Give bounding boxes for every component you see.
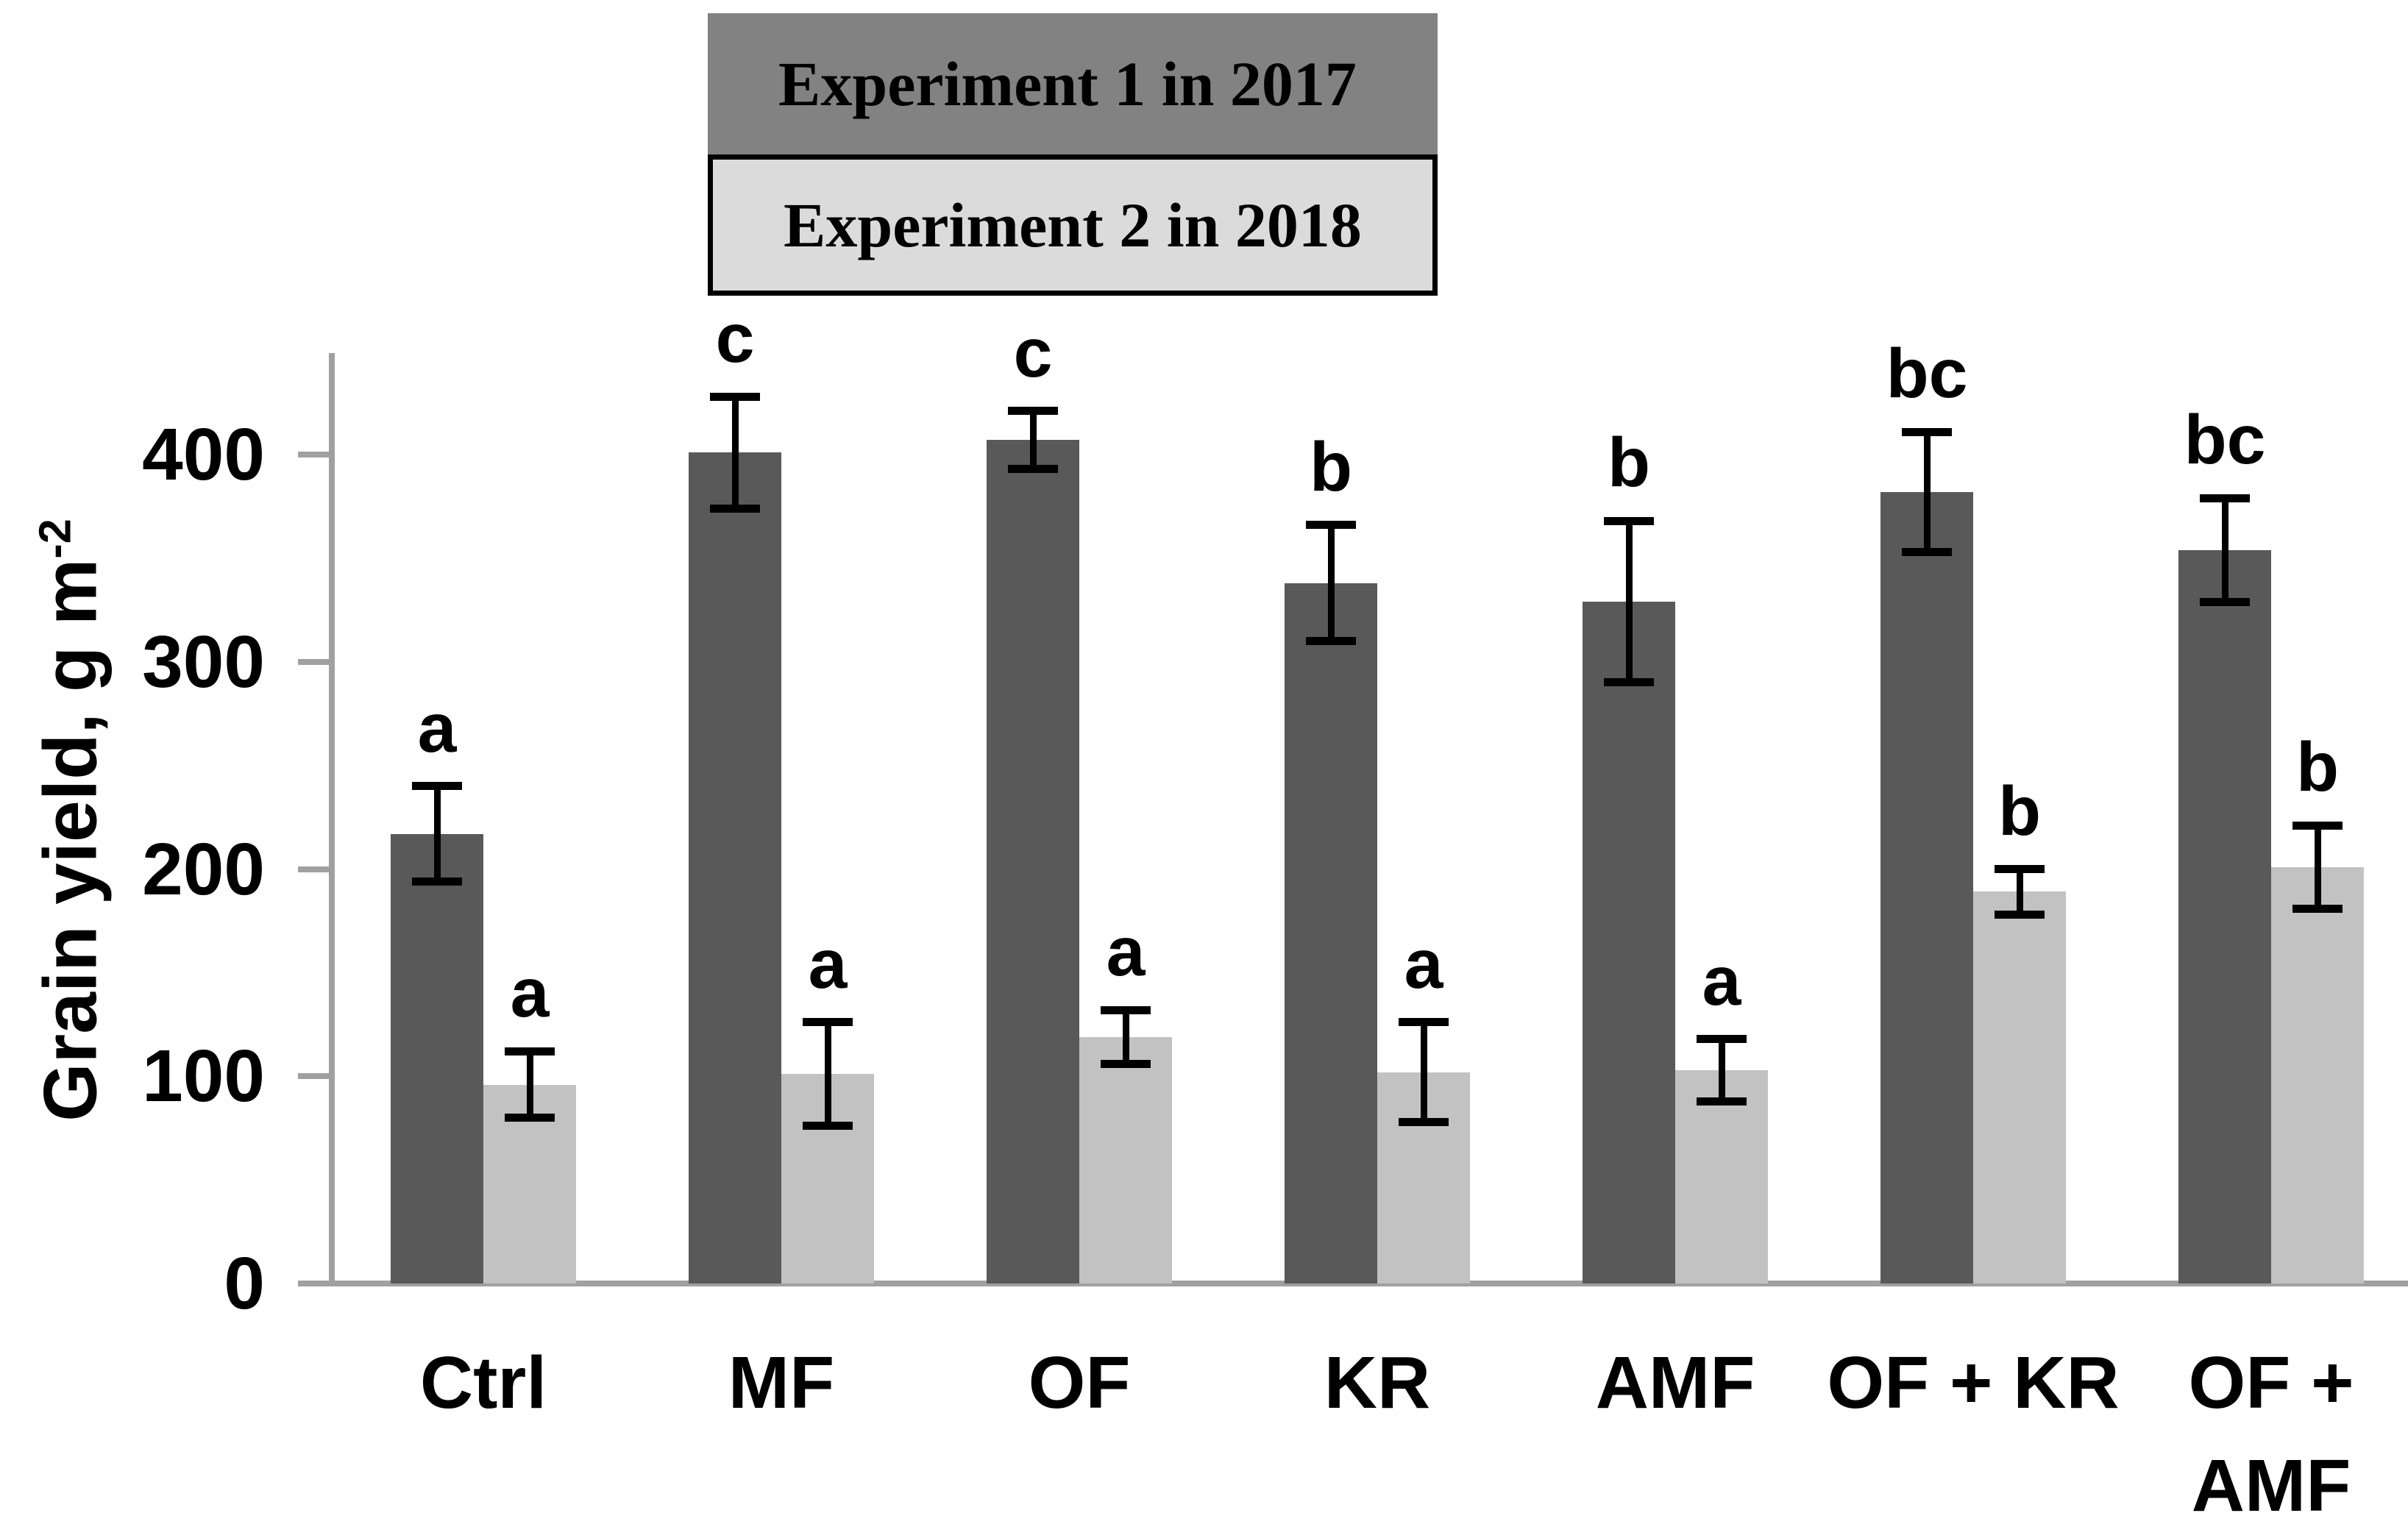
error-bar-exp1-cat0 <box>433 786 441 882</box>
x-axis-label-cat0: Ctrl <box>419 1342 547 1424</box>
bar-exp2-cat6 <box>2271 866 2364 1284</box>
error-bar-exp2-cat2 <box>1122 1010 1129 1064</box>
error-cap-bottom-exp2-cat5 <box>1995 910 2045 919</box>
sig-letter-exp1-cat3: b <box>1309 427 1353 506</box>
error-cap-bottom-exp1-cat4 <box>1604 678 1654 687</box>
sig-letter-exp2-cat3: a <box>1404 925 1443 1003</box>
error-bar-exp2-cat5 <box>2016 869 2023 915</box>
bar-exp1-cat5 <box>1880 491 1973 1284</box>
sig-letter-exp2-cat0: a <box>510 954 550 1033</box>
error-bar-exp1-cat1 <box>731 396 739 509</box>
error-cap-bottom-exp2-cat6 <box>2292 904 2343 913</box>
sig-letter-exp2-cat4: a <box>1702 941 1741 1020</box>
y-tick-label-300: 300 <box>142 620 265 703</box>
error-cap-bottom-exp1-cat0 <box>412 877 462 886</box>
bar-exp1-cat3 <box>1285 583 1377 1284</box>
sig-letter-exp1-cat4: b <box>1607 424 1651 502</box>
error-cap-top-exp1-cat3 <box>1306 521 1356 530</box>
legend: Experiment 1 in 2017 Experiment 2 in 201… <box>708 13 1438 296</box>
error-cap-bottom-exp2-cat4 <box>1697 1097 1747 1106</box>
error-cap-bottom-exp1-cat2 <box>1008 465 1058 474</box>
x-axis-label-cat4: AMF <box>1595 1342 1755 1424</box>
y-tick-mark-200 <box>298 866 329 872</box>
error-cap-top-exp2-cat2 <box>1101 1005 1151 1014</box>
bar-exp1-cat4 <box>1583 602 1675 1284</box>
legend-item-exp1: Experiment 1 in 2017 <box>708 13 1438 154</box>
y-tick-label-400: 400 <box>142 413 265 496</box>
error-cap-top-exp2-cat0 <box>505 1047 555 1055</box>
error-bar-exp1-cat6 <box>2221 498 2228 602</box>
y-axis-title: Grain yield, g m-2 <box>28 519 114 1122</box>
error-cap-bottom-exp2-cat3 <box>1399 1117 1449 1126</box>
bar-exp1-cat6 <box>2178 549 2271 1284</box>
error-cap-bottom-exp1-cat1 <box>710 504 760 513</box>
sig-letter-exp1-cat6: bc <box>2184 401 2266 480</box>
error-cap-top-exp2-cat5 <box>1995 865 2045 873</box>
error-cap-top-exp2-cat1 <box>803 1018 853 1027</box>
sig-letter-exp1-cat5: bc <box>1886 335 1968 413</box>
bar-exp1-cat1 <box>689 452 781 1284</box>
error-cap-top-exp1-cat0 <box>412 782 462 791</box>
x-axis-label-cat5: OF + KR <box>1827 1342 2120 1424</box>
bar-exp1-cat2 <box>987 440 1079 1284</box>
sig-letter-exp1-cat0: a <box>417 688 457 767</box>
legend-exp1-label: Experiment 1 in 2017 <box>778 49 1357 119</box>
y-tick-label-200: 200 <box>142 827 265 911</box>
error-cap-bottom-exp1-cat3 <box>1306 637 1356 646</box>
error-bar-exp2-cat4 <box>1718 1039 1725 1102</box>
y-tick-mark-300 <box>298 658 329 665</box>
legend-item-exp2: Experiment 2 in 2018 <box>708 154 1438 296</box>
error-bar-exp2-cat3 <box>1420 1022 1427 1122</box>
error-bar-exp1-cat5 <box>1923 432 1931 552</box>
error-cap-bottom-exp1-cat5 <box>1902 547 1952 556</box>
sig-letter-exp2-cat6: b <box>2295 728 2340 807</box>
x-axis-line <box>329 1281 2408 1286</box>
x-axis-label-cat6: OF + AMF <box>2188 1342 2354 1527</box>
error-cap-bottom-exp2-cat0 <box>505 1114 555 1122</box>
y-axis-line <box>329 353 335 1286</box>
sig-letter-exp2-cat5: b <box>1997 772 2042 850</box>
y-tick-mark-0 <box>298 1281 329 1286</box>
error-bar-exp1-cat2 <box>1029 410 1037 469</box>
x-axis-label-cat2: OF <box>1028 1342 1131 1424</box>
y-tick-label-100: 100 <box>142 1035 265 1118</box>
error-cap-top-exp1-cat2 <box>1008 407 1058 416</box>
y-tick-mark-100 <box>298 1073 329 1080</box>
error-cap-bottom-exp1-cat6 <box>2200 597 2250 606</box>
sig-letter-exp1-cat2: c <box>1013 313 1053 392</box>
bar-exp2-cat2 <box>1079 1036 1172 1284</box>
x-axis-label-cat3: KR <box>1324 1342 1431 1424</box>
bar-exp2-cat5 <box>1973 891 2066 1284</box>
y-axis-title-exponent: -2 <box>29 519 80 559</box>
error-bar-exp2-cat0 <box>526 1051 533 1118</box>
bar-exp1-cat0 <box>391 833 483 1284</box>
bar-exp2-cat4 <box>1675 1069 1768 1284</box>
x-axis-label-cat1: MF <box>728 1342 835 1424</box>
error-bar-exp1-cat3 <box>1327 524 1335 641</box>
sig-letter-exp1-cat1: c <box>715 299 755 378</box>
sig-letter-exp2-cat1: a <box>808 925 848 1003</box>
error-cap-top-exp1-cat5 <box>1902 427 1952 436</box>
error-cap-top-exp1-cat6 <box>2200 494 2250 502</box>
error-bar-exp1-cat4 <box>1625 521 1633 683</box>
sig-letter-exp2-cat2: a <box>1106 913 1146 991</box>
error-cap-bottom-exp2-cat2 <box>1101 1059 1151 1068</box>
error-cap-bottom-exp2-cat1 <box>803 1122 853 1131</box>
error-cap-top-exp1-cat4 <box>1604 516 1654 525</box>
legend-exp2-label: Experiment 2 in 2018 <box>784 190 1362 260</box>
error-cap-top-exp2-cat6 <box>2292 821 2343 830</box>
y-tick-mark-400 <box>298 452 329 458</box>
error-cap-top-exp1-cat1 <box>710 392 760 401</box>
y-tick-label-0: 0 <box>224 1242 265 1325</box>
error-bar-exp2-cat1 <box>824 1022 831 1126</box>
error-bar-exp2-cat6 <box>2314 825 2321 909</box>
error-cap-top-exp2-cat3 <box>1399 1018 1449 1027</box>
error-cap-top-exp2-cat4 <box>1697 1035 1747 1044</box>
